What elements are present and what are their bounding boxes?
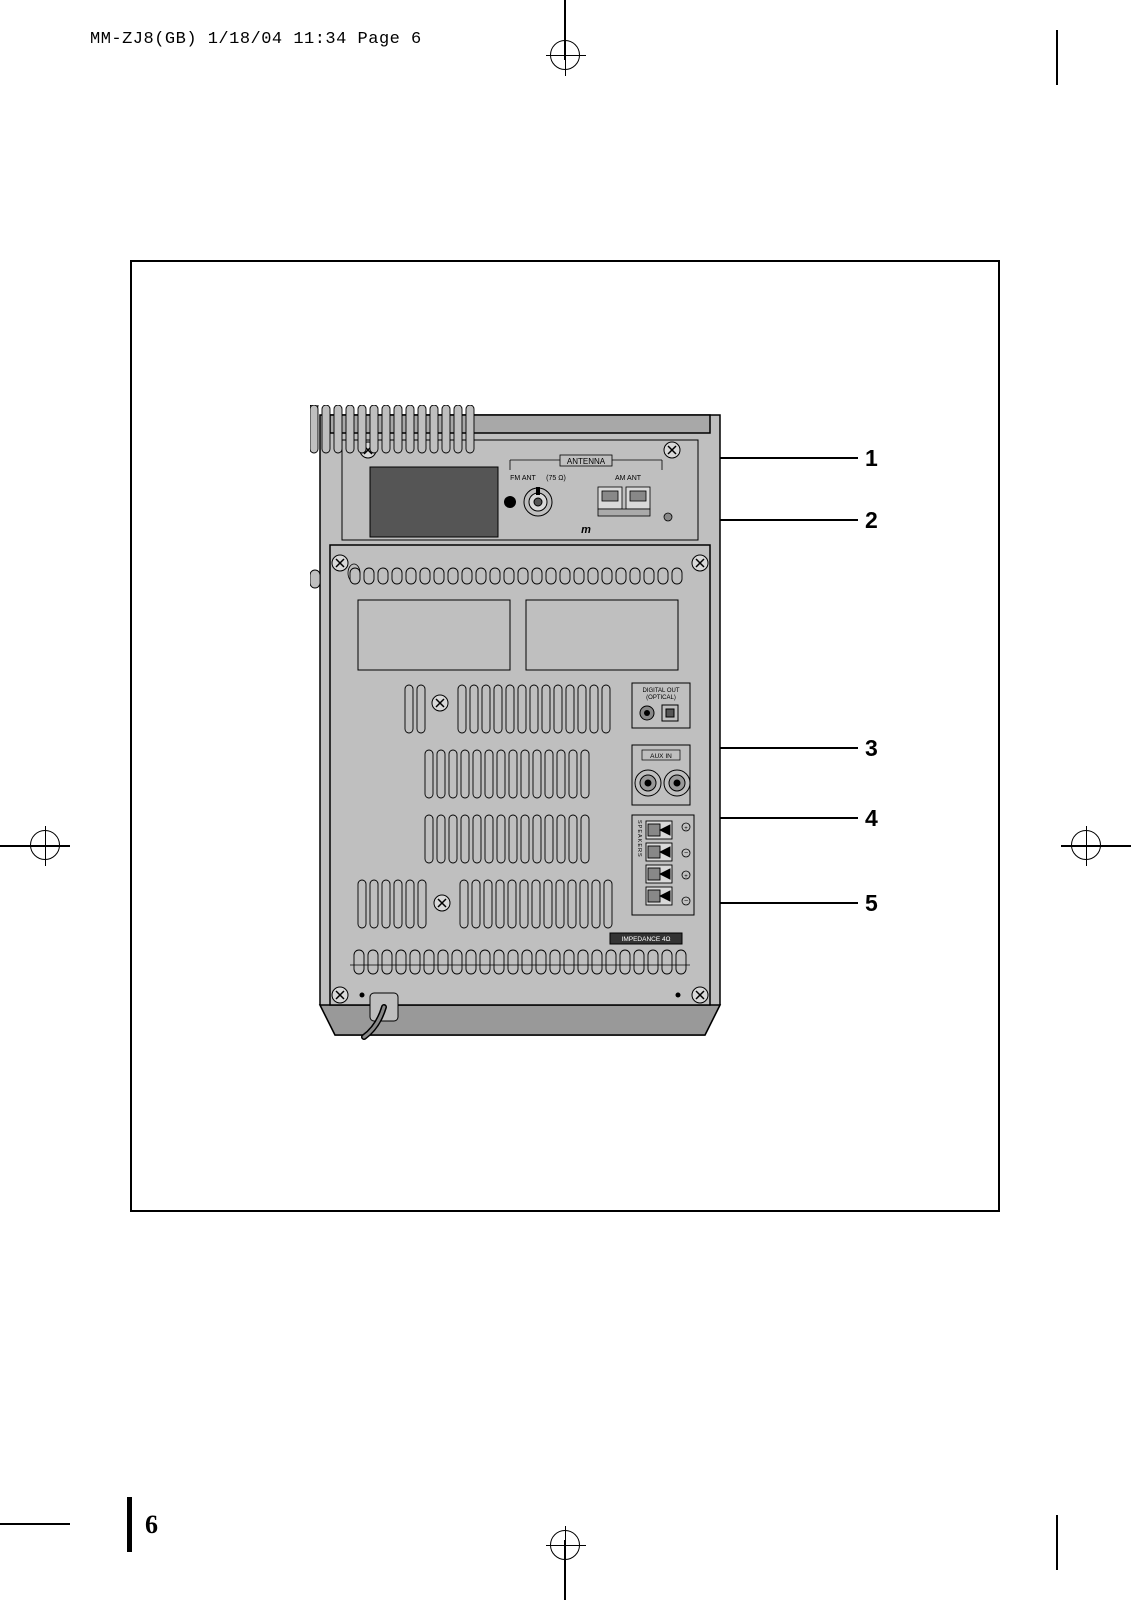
callout-line-5 xyxy=(713,902,858,904)
page-number: 6 xyxy=(145,1510,158,1540)
registration-mark xyxy=(1071,830,1101,860)
svg-text:+: + xyxy=(684,874,688,880)
callout-3: 3 xyxy=(865,735,878,762)
label-fm-ant: FM ANT xyxy=(510,475,536,482)
label-digital-out-1: DIGITAL OUT xyxy=(642,688,679,694)
callout-line-4 xyxy=(710,817,858,819)
label-am-ant: AM ANT xyxy=(615,475,642,482)
label-speakers: SPEAKERS xyxy=(636,820,642,858)
label-fm-impedance: (75 Ω) xyxy=(546,475,566,482)
registration-mark xyxy=(550,40,580,70)
crop-mark xyxy=(0,1523,70,1525)
label-antenna: ANTENNA xyxy=(567,457,606,466)
svg-text:m: m xyxy=(581,524,591,536)
callout-5: 5 xyxy=(865,890,878,917)
label-impedance: IMPEDANCE 4Ω xyxy=(622,936,671,943)
page-number-bar xyxy=(127,1497,132,1552)
crop-mark xyxy=(1056,1515,1058,1570)
label-digital-out-2: (OPTICAL) xyxy=(646,695,676,701)
registration-mark xyxy=(30,830,60,860)
label-aux-in: AUX IN xyxy=(650,753,672,760)
svg-text:−: − xyxy=(684,850,688,857)
registration-mark xyxy=(550,1530,580,1560)
svg-text:−: − xyxy=(684,898,688,905)
rear-panel-diagram: ANTENNA FM ANT (75 Ω) AM ANT m xyxy=(310,405,730,1055)
callout-2: 2 xyxy=(865,507,878,534)
crop-mark xyxy=(1056,30,1058,85)
callout-4: 4 xyxy=(865,805,878,832)
callout-1: 1 xyxy=(865,445,878,472)
page-header-text: MM-ZJ8(GB) 1/18/04 11:34 Page 6 xyxy=(90,30,422,49)
svg-text:+: + xyxy=(684,826,688,832)
